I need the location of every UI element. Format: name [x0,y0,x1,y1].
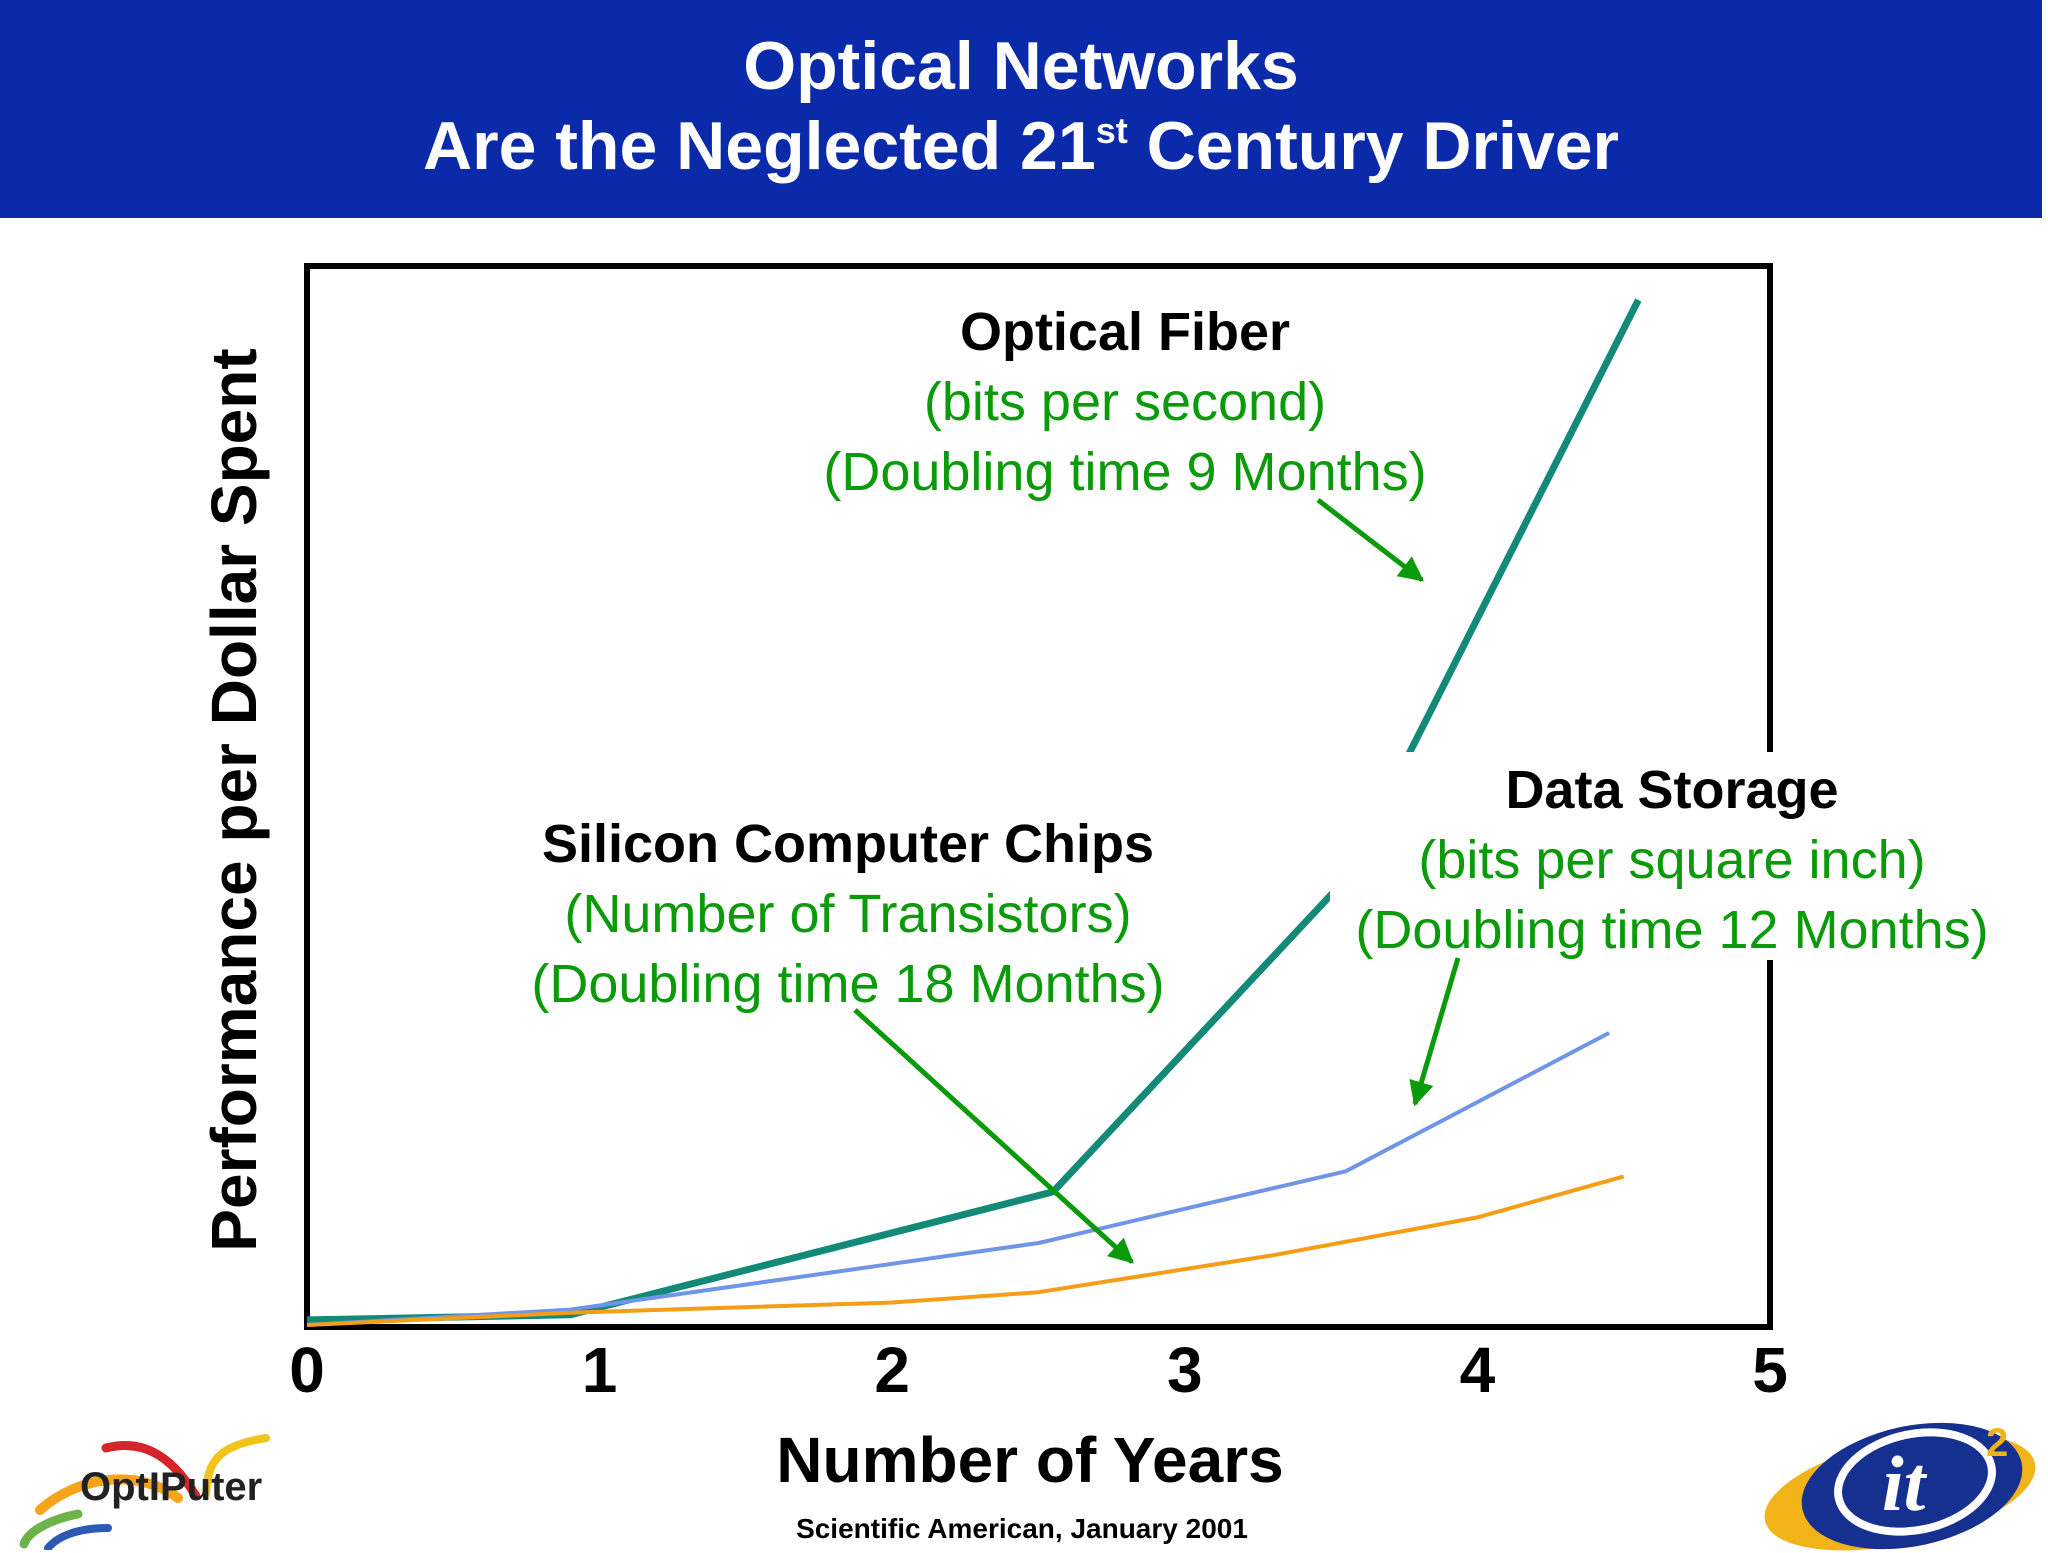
storage-annotation-backdrop [1330,752,2018,960]
silicon-chips-title: Silicon Computer Chips [542,814,1154,874]
x-tick-label: 1 [582,1334,618,1406]
series-line-storage [306,1031,1611,1327]
title-line-2: Are the Neglected 21st Century Driver [0,106,2042,186]
title-line-2-suffix: Century Driver [1127,108,1619,184]
it2-logo: it 2 it2 [1764,1421,2036,1551]
data-storage-arrow [1409,957,1461,1107]
x-tick-label: 3 [1167,1334,1203,1406]
title-line-1: Optical Networks [743,28,1299,104]
series-line-silicon [306,1174,1625,1327]
y-axis-label: Performance per Dollar Spent [198,348,270,1251]
x-axis-label: Number of Years [776,1424,1283,1496]
optiputer-logo: OptIPuter [19,1434,270,1550]
x-tick-labels: 0 1 2 3 4 5 [289,1334,1788,1406]
optical-fiber-unit: (bits per second) [924,372,1326,432]
x-tick-label: 5 [1752,1334,1788,1406]
data-storage-doubling: (Doubling time 12 Months) [1355,900,1988,960]
title-banner: Optical Networks Are the Neglected 21st … [0,0,2042,218]
source-note: Scientific American, January 2001 [796,1513,1248,1544]
optical-fiber-title: Optical Fiber [960,302,1290,362]
title-superscript: st [1095,110,1128,151]
silicon-chips-arrow [853,1008,1134,1264]
svg-text:2: 2 [1986,1421,2008,1465]
optical-fiber-arrow [1316,498,1424,582]
x-tick-label: 2 [874,1334,910,1406]
optical-fiber-doubling: (Doubling time 9 Months) [823,442,1426,502]
optiputer-logo-text: OptIPuter [80,1465,262,1509]
data-storage-title: Data Storage [1505,760,1838,820]
title-line-2-prefix: Are the Neglected 21 [423,108,1096,184]
data-storage-unit: (bits per square inch) [1418,830,1925,890]
svg-text:it: it [1882,1440,1928,1527]
x-tick-label: 0 [289,1334,325,1406]
silicon-chips-doubling: (Doubling time 18 Months) [531,954,1164,1014]
silicon-chips-unit: (Number of Transistors) [564,884,1131,944]
x-tick-label: 4 [1460,1334,1496,1406]
